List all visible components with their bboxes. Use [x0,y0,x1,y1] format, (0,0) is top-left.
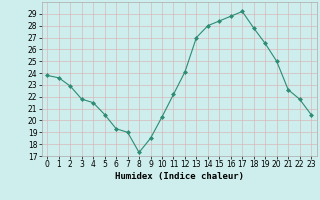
X-axis label: Humidex (Indice chaleur): Humidex (Indice chaleur) [115,172,244,181]
